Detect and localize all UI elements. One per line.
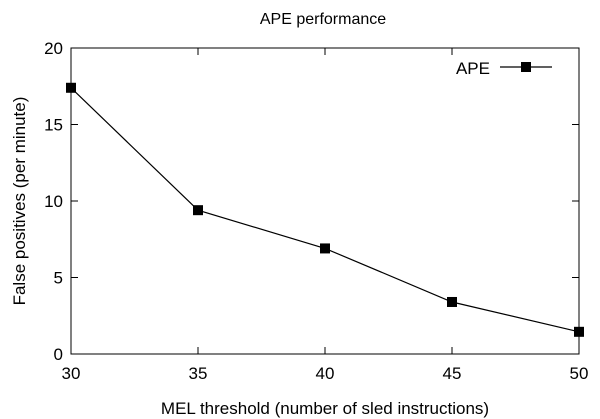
series-line-ape xyxy=(70,87,580,333)
legend-marker-ape xyxy=(521,62,531,72)
y-tick-label: 15 xyxy=(44,116,63,135)
data-point xyxy=(193,205,203,216)
y-axis-ticks: 0 5 10 15 20 xyxy=(44,39,579,364)
chart-title: APE performance xyxy=(260,11,386,28)
x-tick-label: 45 xyxy=(443,364,462,383)
y-tick-label: 0 xyxy=(54,345,63,364)
legend-label-ape: APE xyxy=(456,59,490,78)
data-point xyxy=(66,82,76,93)
data-point xyxy=(574,326,584,337)
x-tick-label: 30 xyxy=(62,364,81,383)
y-tick-label: 20 xyxy=(44,39,63,58)
x-axis-ticks: 30 35 40 45 50 xyxy=(62,48,589,383)
y-axis-label: False positives (per minute) xyxy=(10,97,29,306)
series-layer xyxy=(66,82,584,337)
legend: APE xyxy=(456,59,552,78)
x-tick-label: 40 xyxy=(316,364,335,383)
y-tick-label: 5 xyxy=(54,269,63,288)
y-tick-label: 10 xyxy=(44,192,63,211)
x-axis-label: MEL threshold (number of sled instructio… xyxy=(161,399,489,418)
data-point xyxy=(447,296,457,307)
plot-frame xyxy=(70,47,580,355)
data-point xyxy=(320,243,330,254)
x-tick-label: 35 xyxy=(189,364,208,383)
x-tick-label: 50 xyxy=(570,364,589,383)
